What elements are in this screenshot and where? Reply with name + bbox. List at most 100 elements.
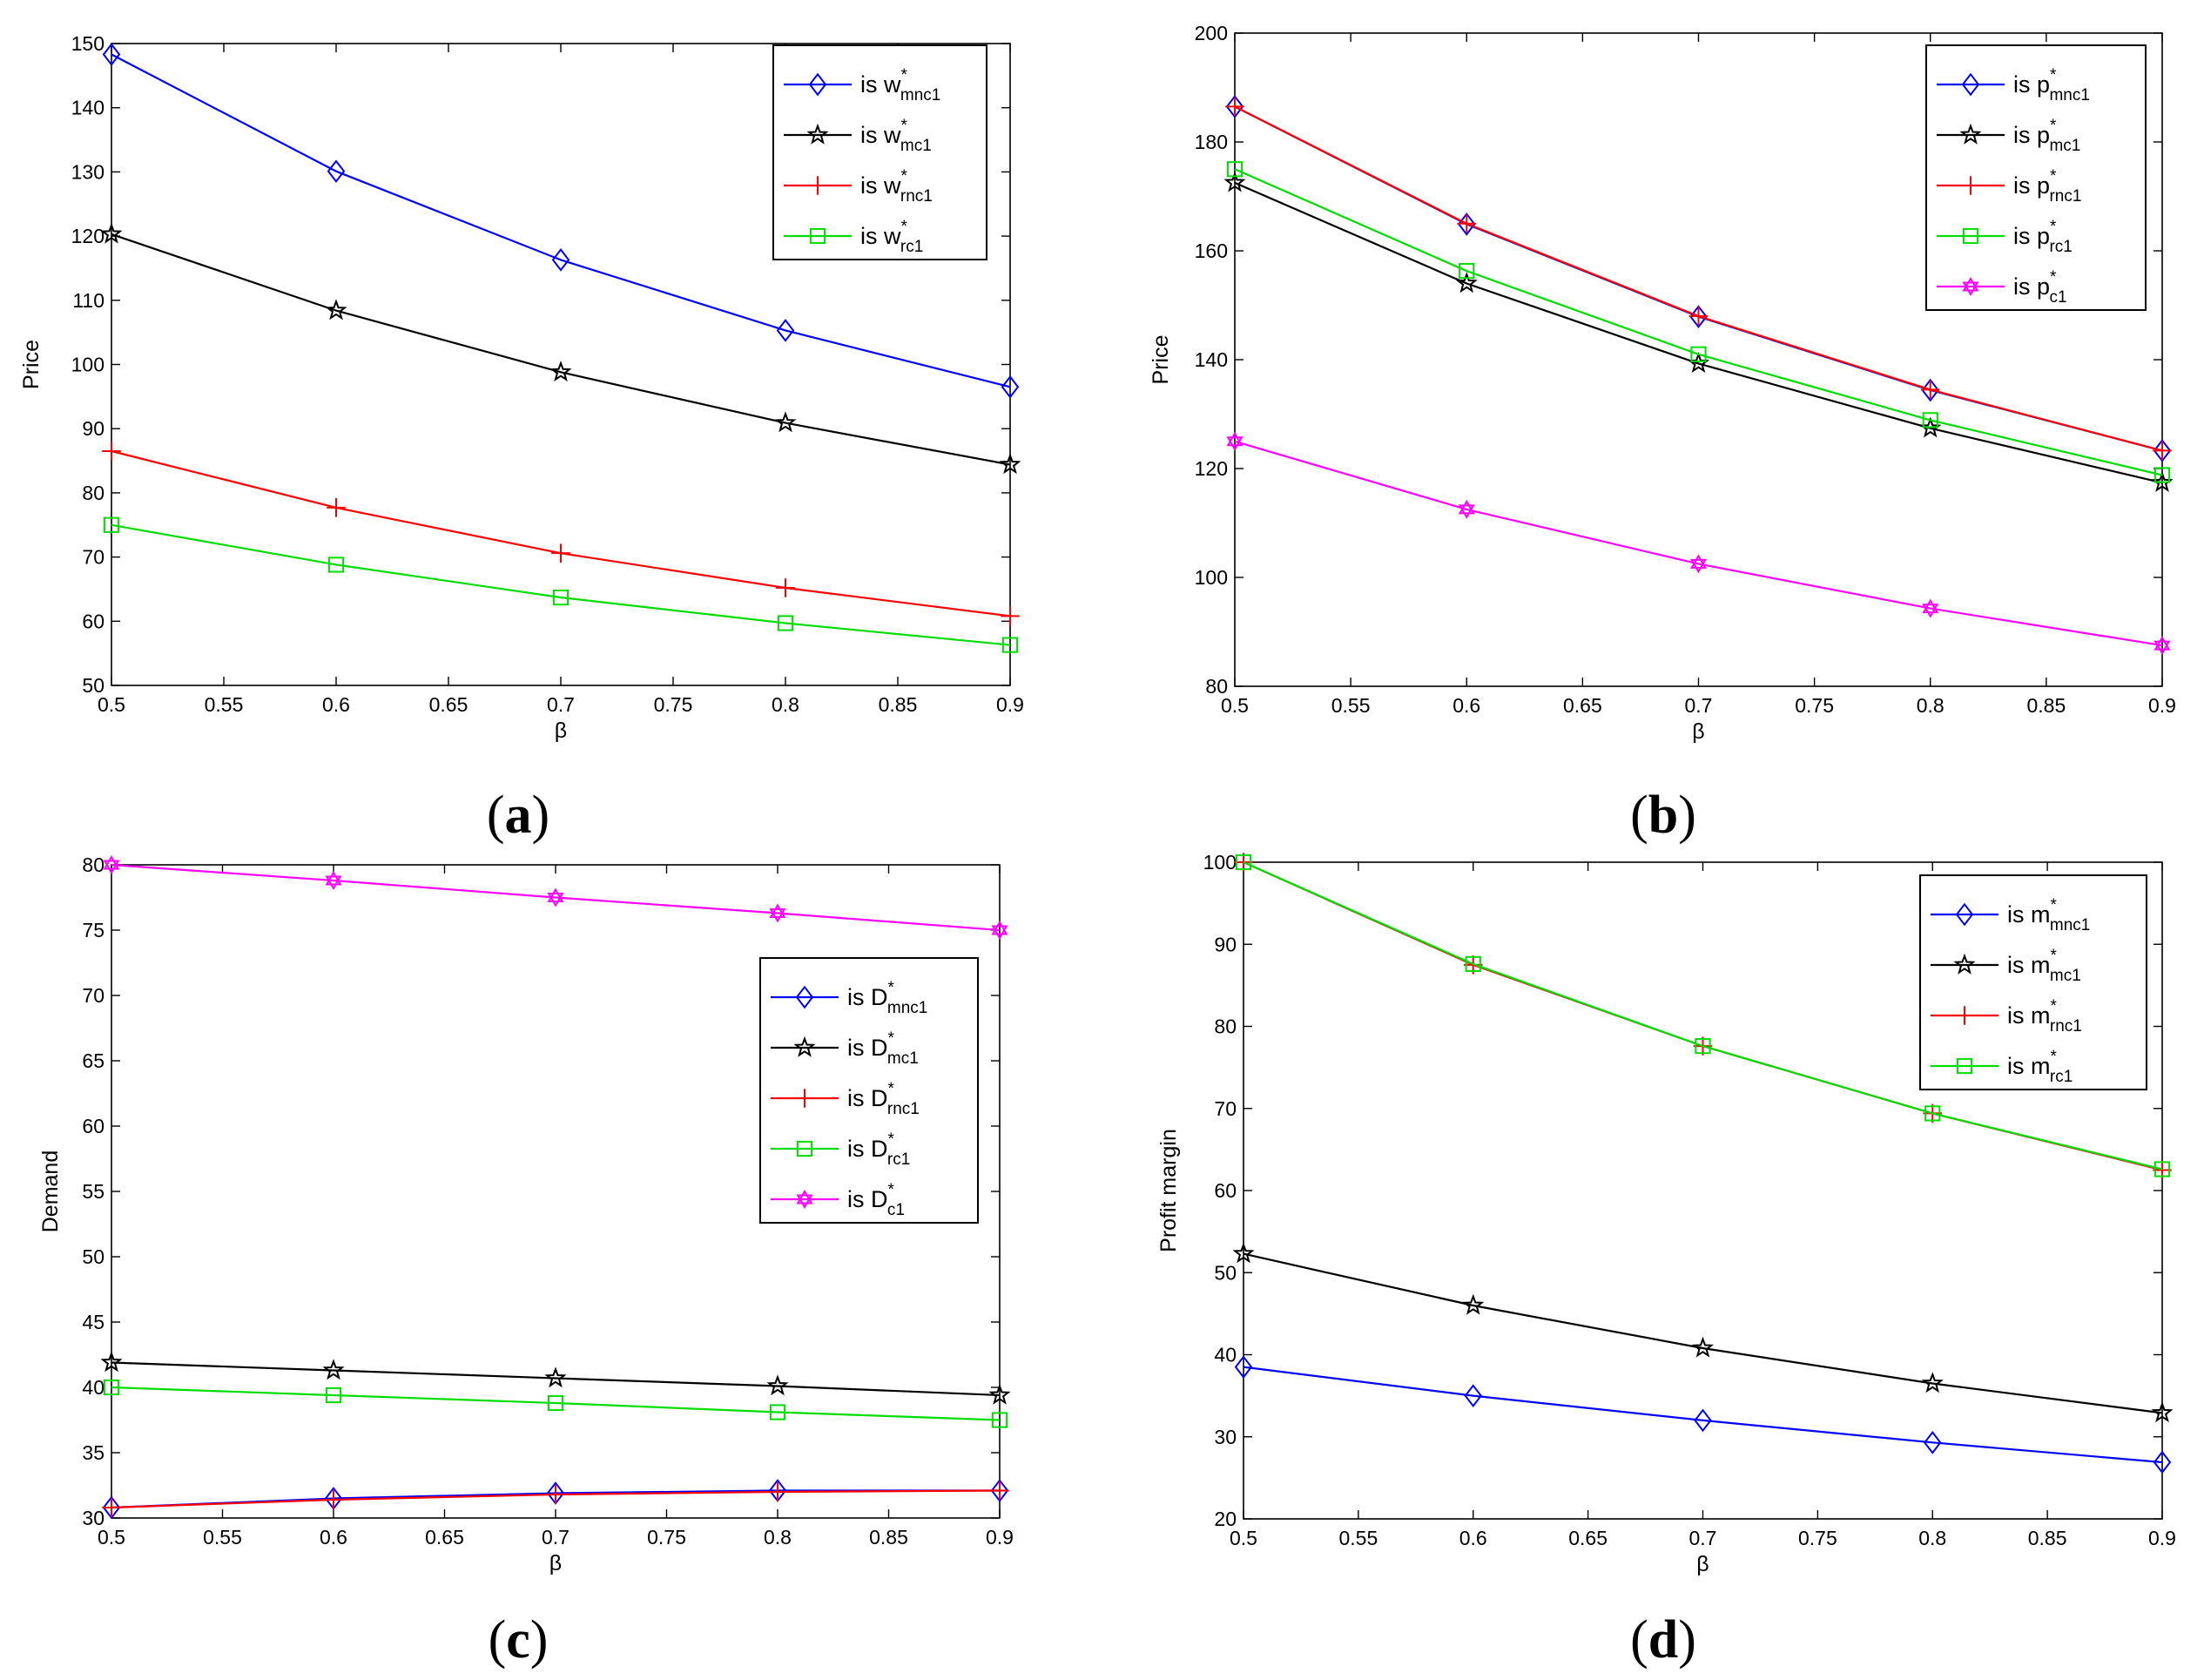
legend-marker <box>809 227 826 245</box>
legend-item: is w* mnc1 <box>784 66 940 105</box>
y-tick-label: 70 <box>82 984 104 1007</box>
legend-sup: * <box>888 979 895 997</box>
legend-item: is D* mnc1 <box>771 979 927 1017</box>
caption-open: ( <box>1630 786 1648 845</box>
data-point-rc1 <box>1922 412 1938 428</box>
x-tick-label: 0.55 <box>1338 1527 1378 1549</box>
y-tick-label: 80 <box>1214 1015 1237 1038</box>
chart-panel-a: 0.5 0.55 0.6 0.65 0.7 0.75 0.8 0.85 0.9 50 60 70 80 9… <box>19 32 1024 845</box>
legend-label: is D* mc1 <box>847 1029 919 1068</box>
y-tick-label: 180 <box>1195 131 1228 153</box>
data-point-mc1 <box>766 1374 789 1396</box>
data-point-mc1 <box>1455 272 1478 293</box>
series-line-mc1 <box>1234 181 2163 484</box>
data-point-c1-b <box>1458 504 1475 519</box>
legend-item: is p* mc1 <box>1937 117 2080 155</box>
legend-sup: * <box>2051 997 2058 1015</box>
data-point-mnc1 <box>2153 439 2172 462</box>
x-tick-label: 0.6 <box>1459 1527 1487 1549</box>
legend-sub: mnc1 <box>2050 916 2090 934</box>
legend-label: is p* rc1 <box>2013 218 2073 256</box>
y-tick-label: 90 <box>82 417 104 440</box>
data-point-mc1 <box>1223 171 1246 192</box>
legend-prefix: is m <box>2007 1002 2051 1029</box>
y-tick-label: 60 <box>82 610 104 632</box>
legend-prefix: is w <box>860 223 901 249</box>
y-tick-label: 120 <box>71 225 104 247</box>
x-axis-label: β <box>555 719 567 743</box>
legend-marker <box>1961 72 1980 97</box>
series-mc1 <box>100 1351 1011 1405</box>
legend-label: is D* rnc1 <box>847 1080 920 1118</box>
data-point-rc1 <box>103 516 120 533</box>
series-rc1 <box>1235 853 2171 1177</box>
legend-marker <box>808 176 827 195</box>
legend-prefix: is m <box>2007 901 2051 928</box>
x-tick-label: 0.7 <box>1689 1527 1717 1549</box>
x-tick-label: 0.8 <box>1917 694 1945 717</box>
legend-item: is w* rc1 <box>784 218 923 256</box>
legend-item: is p* mnc1 <box>1937 66 2090 105</box>
series-rnc1 <box>102 442 1020 626</box>
data-point-mc1 <box>100 1351 123 1373</box>
x-tick-label: 0.5 <box>1230 1527 1257 1549</box>
panel-caption: (d) <box>1630 1610 1696 1670</box>
legend-label: is m* mc1 <box>2007 947 2081 985</box>
legend-label: is w* rc1 <box>860 218 923 256</box>
legend-sub: c1 <box>2049 288 2066 307</box>
data-point-mnc1 <box>776 319 795 342</box>
x-tick-label: 0.75 <box>654 693 693 716</box>
data-point-rnc1 <box>327 498 346 517</box>
x-tick-label: 0.5 <box>98 1526 125 1548</box>
data-point-c1-b <box>1689 558 1708 574</box>
legend-sub: rc1 <box>2050 1068 2073 1086</box>
data-point-c1 <box>547 887 564 902</box>
x-tick-label: 0.55 <box>205 693 244 716</box>
legend-sub: mnc1 <box>887 999 927 1017</box>
legend-marker <box>796 1190 813 1204</box>
legend-item: is m* rc1 <box>1931 1048 2073 1086</box>
x-tick-label: 0.65 <box>425 1526 464 1548</box>
legend-sup: * <box>2050 117 2057 135</box>
legend-marker-b <box>796 1194 813 1209</box>
legend-marker <box>1961 176 1980 195</box>
series-rc1 <box>1226 161 2171 483</box>
caption-letter: d <box>1648 1610 1678 1670</box>
series-line-c1 <box>111 863 1001 932</box>
legend-item: is D* mc1 <box>771 1029 919 1068</box>
data-point-c1 <box>325 871 342 886</box>
data-point-mnc1 <box>2153 1450 2172 1474</box>
data-point-mc1 <box>100 222 123 244</box>
legend-label: is D* c1 <box>847 1181 905 1219</box>
chart-panel-d: 0.5 0.55 0.6 0.65 0.7 0.75 0.8 0.85 0.9 20 30 40 50 6… <box>1156 851 2176 1670</box>
legend-marker <box>795 985 814 1009</box>
data-point-c1 <box>2153 636 2171 651</box>
x-tick-label: 0.85 <box>2026 694 2066 717</box>
legend-item: is p* c1 <box>1937 268 2067 307</box>
series-line-rc1 <box>1243 860 2163 1171</box>
legend-label: is m* rnc1 <box>2007 997 2082 1036</box>
data-point-rc1 <box>325 1387 342 1404</box>
y-tick-label: 120 <box>1195 457 1228 480</box>
y-tick-label: 80 <box>82 853 104 876</box>
legend-label: is D* rc1 <box>847 1130 910 1169</box>
data-point-mc1 <box>2151 1401 2174 1423</box>
x-tick-label: 0.7 <box>542 1526 570 1548</box>
data-point-mc1 <box>774 411 797 433</box>
series-line-mc1 <box>111 1361 1001 1397</box>
data-point-mc1 <box>999 453 1021 475</box>
x-tick-label: 0.85 <box>2028 1527 2067 1549</box>
data-point-rc1 <box>1924 1105 1941 1122</box>
series-rnc1 <box>102 1481 1009 1517</box>
data-point-mnc1 <box>327 159 346 184</box>
legend-item: is D* c1 <box>771 1181 905 1219</box>
y-tick-label: 65 <box>82 1049 104 1072</box>
legend-marker <box>1955 1006 1974 1025</box>
data-point-rc1 <box>1690 346 1707 362</box>
legend-marker <box>1959 123 1982 145</box>
data-point-rnc1 <box>1001 606 1020 626</box>
legend-label: is p* mc1 <box>2013 117 2080 155</box>
x-tick-label: 0.8 <box>1918 1527 1946 1549</box>
